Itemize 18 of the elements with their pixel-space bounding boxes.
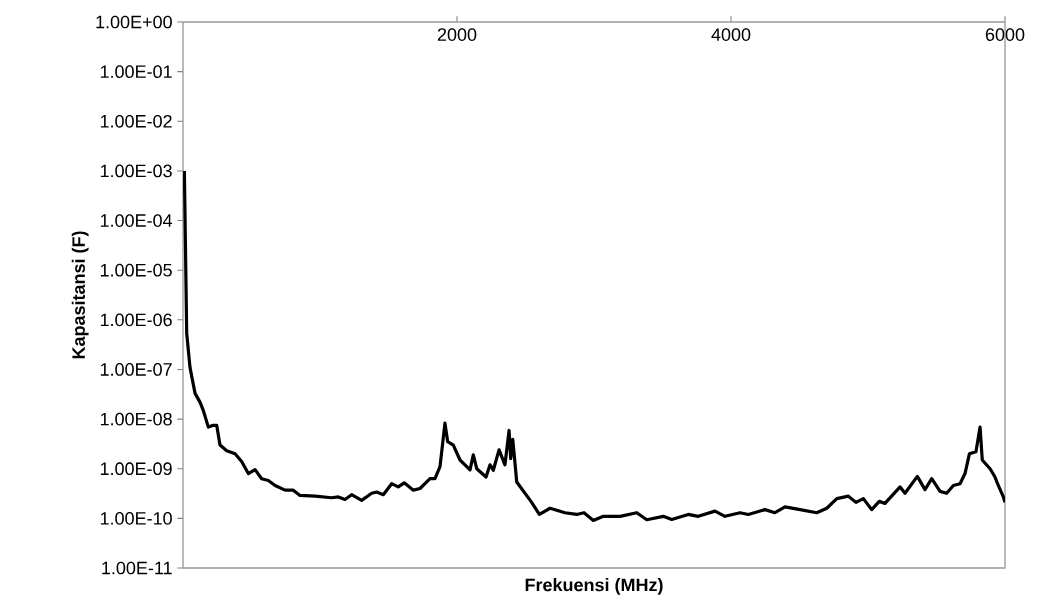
x-axis-title: Frekuensi (MHz)	[525, 578, 663, 595]
x-tick-label: 4000	[711, 28, 751, 41]
y-axis-title: Kapasitansi (F)	[71, 231, 89, 359]
x-tick-label: 2000	[437, 28, 477, 41]
x-tick-label: 6000	[985, 28, 1025, 41]
line-series	[183, 169, 1006, 523]
y-tick-label: 1.00E-02	[100, 114, 172, 128]
y-tick-label: 1.00E-08	[100, 412, 172, 426]
y-tick-label: 1.00E-09	[100, 462, 172, 476]
y-tick-label: 1.00E+00	[96, 15, 172, 29]
y-tick-label: 1.00E-04	[100, 214, 173, 227]
y-tick-label: 1.00E-01	[100, 65, 172, 78]
y-tick-label: 1.00E-11	[102, 561, 172, 575]
y-tick-label: 1.00E-05	[100, 263, 172, 277]
y-tick-label: 1.00E-10	[100, 512, 172, 525]
y-tick-label: 1.00E-03	[100, 164, 172, 178]
y-tick-label: 1.00E-07	[100, 363, 172, 376]
y-tick-label: 1.00E-06	[100, 313, 172, 327]
